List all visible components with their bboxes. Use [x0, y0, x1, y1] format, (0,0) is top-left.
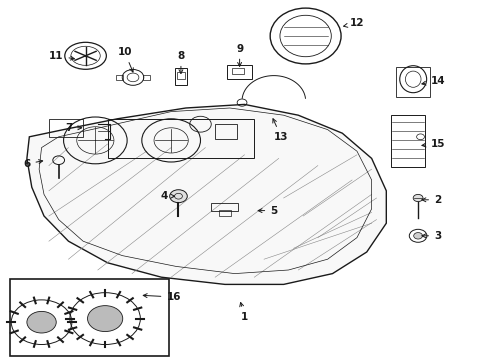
Bar [211, 203, 238, 211]
Bar [116, 75, 123, 80]
Bar [177, 72, 184, 79]
Bar [10, 279, 168, 356]
Text: 14: 14 [421, 76, 444, 86]
Bar [142, 75, 150, 80]
Text: 11: 11 [49, 51, 74, 61]
Circle shape [169, 190, 187, 203]
Bar [215, 124, 237, 139]
Text: 1: 1 [239, 302, 247, 322]
Bar [395, 67, 429, 97]
Text: 7: 7 [64, 123, 81, 133]
Text: 2: 2 [421, 195, 440, 205]
Circle shape [412, 194, 422, 202]
Bar [49, 119, 83, 137]
Text: 3: 3 [421, 231, 440, 241]
Text: 8: 8 [177, 51, 184, 73]
Text: 13: 13 [272, 119, 288, 142]
Circle shape [27, 311, 56, 333]
Polygon shape [27, 104, 386, 284]
Bar [390, 115, 425, 167]
Bar [227, 65, 251, 79]
Circle shape [413, 233, 422, 239]
Text: 16: 16 [143, 292, 181, 302]
Text: 9: 9 [236, 44, 243, 66]
Circle shape [87, 306, 122, 332]
Text: 4: 4 [160, 191, 174, 201]
Bar [219, 210, 230, 216]
Bar [232, 68, 244, 74]
Bar [107, 119, 254, 158]
Text: 5: 5 [258, 206, 277, 216]
Bar [174, 68, 187, 85]
Text: 12: 12 [343, 18, 364, 28]
Text: 6: 6 [23, 159, 42, 169]
Text: 10: 10 [117, 47, 133, 72]
Text: 15: 15 [421, 139, 444, 149]
